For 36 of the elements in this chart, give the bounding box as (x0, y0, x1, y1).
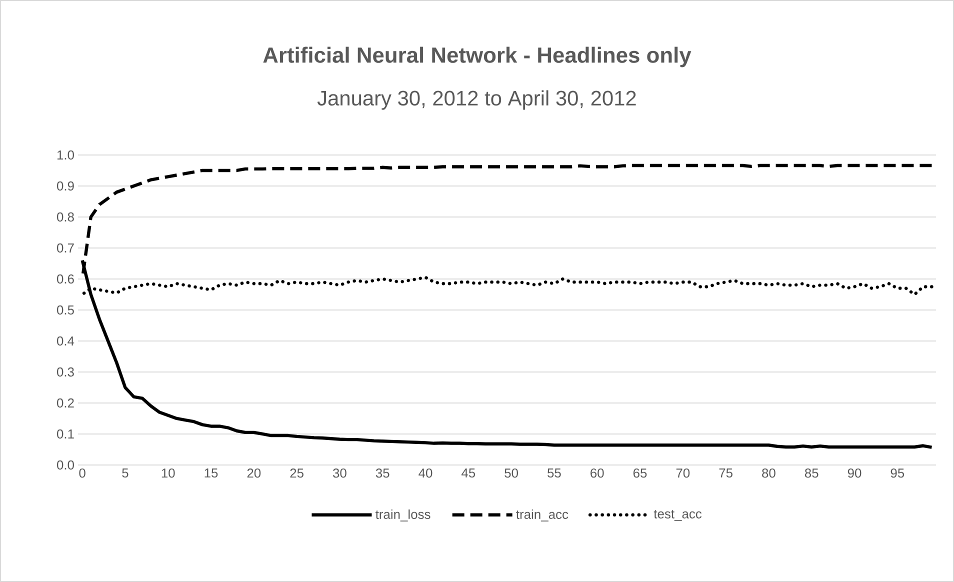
chart-subtitle: January 30, 2012 to April 30, 2012 (317, 90, 636, 110)
y-tick-label: 0.6 (56, 274, 74, 284)
x-tick-label: 90 (848, 468, 862, 478)
y-tick-label: 1.0 (57, 150, 74, 160)
legend-label: train_acc (516, 509, 568, 522)
x-tick-label: 15 (204, 468, 218, 478)
chart-title: Artificial Neural Network - Headlines only (263, 46, 692, 68)
x-tick-label: 45 (461, 468, 476, 478)
x-tick-label: 25 (290, 468, 304, 478)
x-tick-label: 35 (376, 468, 390, 478)
x-tick-label: 75 (719, 468, 732, 478)
x-tick-label: 80 (762, 468, 776, 478)
x-tick-label: 60 (590, 468, 604, 478)
x-tick-label: 0 (79, 468, 86, 478)
y-tick-label: 0.7 (56, 243, 74, 253)
x-tick-label: 30 (333, 468, 346, 478)
x-tick-label: 85 (804, 468, 818, 478)
x-tick-label: 55 (548, 468, 561, 478)
y-tick-label: 0.5 (56, 305, 74, 315)
y-tick-label: 0.4 (56, 336, 74, 346)
y-tick-label: 0.0 (56, 460, 74, 470)
legend-label: test_acc (654, 510, 702, 521)
x-tick-label: 20 (247, 468, 261, 478)
y-tick-label: 0.8 (56, 212, 74, 222)
x-tick-label: 70 (676, 468, 690, 478)
y-tick-label: 0.2 (56, 398, 74, 408)
y-tick-label: 0.9 (56, 181, 74, 191)
y-tick-label: 0.3 (56, 367, 74, 377)
x-tick-label: 40 (418, 468, 432, 478)
x-tick-label: 5 (122, 468, 128, 478)
x-tick-label: 50 (504, 468, 518, 478)
x-tick-label: 10 (162, 468, 175, 478)
x-tick-label: 65 (633, 468, 647, 478)
legend-label: train_loss (376, 509, 430, 522)
x-tick-label: 95 (890, 468, 904, 478)
y-tick-label: 0.1 (56, 429, 74, 439)
